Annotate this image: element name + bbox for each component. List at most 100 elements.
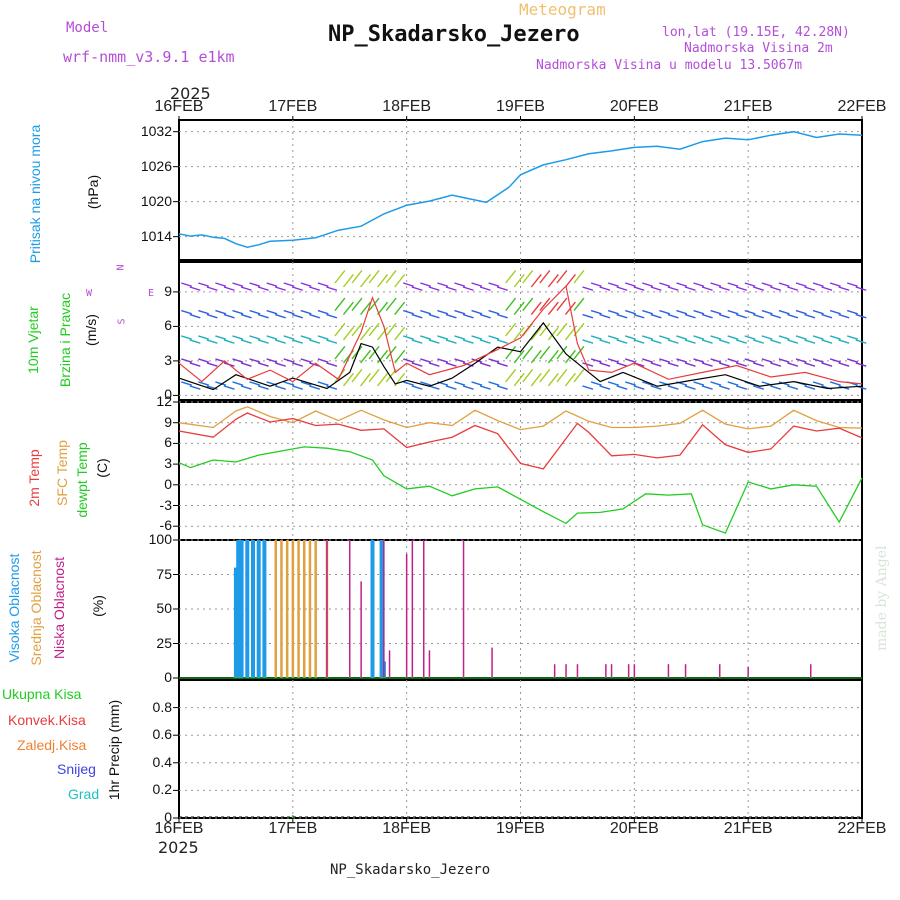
wind-arrow xyxy=(599,286,611,291)
wind-arrow xyxy=(496,339,508,344)
wind-arrow xyxy=(582,313,594,319)
wind-arrow xyxy=(428,385,440,390)
chart-series xyxy=(178,130,867,818)
wind-arrow xyxy=(727,381,739,386)
y-tick-label-precip: 0.8 xyxy=(152,698,172,715)
temp-label-2m: 2m Temp xyxy=(26,449,42,507)
wind-arrow xyxy=(300,358,312,363)
wind-arrow xyxy=(642,381,654,386)
wind-arrow xyxy=(846,282,858,287)
wind-arrow xyxy=(667,286,679,291)
wind-arrow xyxy=(659,335,671,340)
precip-legend-hail: Grad xyxy=(68,786,100,802)
wind-arrow xyxy=(428,286,440,291)
wind-arrow xyxy=(420,335,432,340)
wind-arrow xyxy=(283,335,295,340)
pressure-line xyxy=(178,130,863,248)
wind-arrow xyxy=(309,385,321,390)
wind-arrow xyxy=(513,349,525,364)
cloud-bar-0 xyxy=(262,540,267,678)
wind-arrow xyxy=(599,313,611,319)
wind-arrow xyxy=(198,381,210,386)
wind-arrow xyxy=(547,372,559,387)
wind-arrow xyxy=(684,362,696,367)
wind-arrow xyxy=(292,362,303,367)
wind-arrow xyxy=(377,326,389,341)
model-name: wrf-nmm_v3.9.1 e1km xyxy=(63,48,235,66)
y-tick-label-wind: 6 xyxy=(164,317,172,334)
cloud-bar-0 xyxy=(245,540,250,678)
wind-arrow xyxy=(496,313,508,319)
wind-arrow xyxy=(454,358,466,363)
wind-arrow xyxy=(693,381,705,386)
wind-arrow xyxy=(274,339,286,344)
cloud-bar-0 xyxy=(251,540,255,678)
model-elevation-label: Nadmorska Visina u modelu 13.5067m xyxy=(536,58,803,73)
wind-arrow xyxy=(488,381,500,386)
wind-arrow xyxy=(257,362,269,367)
wind-arrow xyxy=(351,297,363,312)
wind-arrow xyxy=(257,339,269,344)
date-tick-label: 22FEB xyxy=(837,98,887,115)
wind-arrow xyxy=(633,313,645,319)
wind-arrow xyxy=(232,309,244,315)
wind-arrow xyxy=(556,322,568,337)
wind-arrow xyxy=(676,282,688,287)
wind-arrow xyxy=(770,385,782,390)
wind-arrow xyxy=(360,372,372,387)
wind-arrow xyxy=(625,381,636,386)
wind-arrow xyxy=(761,335,773,340)
wind-arrow xyxy=(479,286,491,291)
wind-arrow xyxy=(240,385,252,390)
wind-arrow xyxy=(821,362,833,367)
cloud-bar-2 xyxy=(627,664,630,678)
cloud-bar-0 xyxy=(256,540,261,678)
cloud-label-mid: Srednja Oblacnost xyxy=(28,550,44,666)
wind-arrow xyxy=(582,385,594,390)
wind-arrow xyxy=(795,358,807,363)
y-tick-label-cloud: 25 xyxy=(156,634,172,651)
wind-arrow xyxy=(616,313,628,319)
wind-arrow xyxy=(360,274,372,288)
precip-legend-snow: Snijeg xyxy=(57,761,96,777)
wind-arrow xyxy=(420,309,432,315)
wind-arrow xyxy=(778,381,790,386)
y-tick-label-temp: -3 xyxy=(159,496,172,513)
wind-arrow xyxy=(821,313,833,319)
chart-grid xyxy=(179,120,862,819)
wind-arrow xyxy=(317,381,329,386)
wind-arrow xyxy=(616,286,628,291)
wind-arrow xyxy=(326,339,338,344)
cloud-bar-1 xyxy=(314,540,317,678)
wind-arrow xyxy=(778,358,790,363)
cloud-bar-1 xyxy=(291,540,295,678)
precip-unit: 1hr Precip (mm) xyxy=(106,699,122,801)
wind-arrow xyxy=(693,335,705,340)
cloud-bar-2 xyxy=(605,664,607,678)
cloud-bar-2 xyxy=(565,664,567,678)
wind-arrow xyxy=(300,381,312,386)
wind-arrow xyxy=(564,326,576,341)
wind-arrow xyxy=(223,313,235,319)
wind-arrow xyxy=(342,274,354,288)
wind-arrow xyxy=(377,301,389,316)
wind-arrow xyxy=(761,282,773,287)
wind-arrow xyxy=(232,282,244,287)
wind-arrow xyxy=(736,313,747,319)
wind-arrow xyxy=(667,362,679,367)
wind-arrow xyxy=(736,339,747,344)
wind-arrow xyxy=(625,335,636,340)
cloud-bar-2 xyxy=(810,664,812,678)
wind-arrow xyxy=(642,335,654,340)
wind-arrow xyxy=(479,313,491,319)
wind-arrow xyxy=(770,339,782,344)
wind-arrow xyxy=(650,362,662,367)
wind-arrow xyxy=(829,335,841,340)
wind-arrow xyxy=(454,309,466,315)
wind-arrow xyxy=(846,358,858,363)
wind-arrow xyxy=(240,286,252,291)
wind-arrow xyxy=(351,270,363,284)
y-tick-label-temp: 0 xyxy=(164,475,172,492)
wind-arrow xyxy=(368,297,380,312)
wind-arrow xyxy=(667,339,679,344)
